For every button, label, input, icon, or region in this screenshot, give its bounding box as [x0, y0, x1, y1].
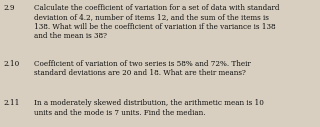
- Text: 2.10: 2.10: [4, 60, 20, 68]
- Text: 2.11: 2.11: [4, 99, 20, 107]
- Text: Coefficient of variation of two series is 58% and 72%. Their
standard deviations: Coefficient of variation of two series i…: [34, 60, 250, 77]
- Text: 2.9: 2.9: [4, 4, 15, 12]
- Text: Calculate the coefficient of variation for a set of data with standard
deviation: Calculate the coefficient of variation f…: [34, 4, 279, 40]
- Text: In a moderately skewed distribution, the arithmetic mean is 10
units and the mod: In a moderately skewed distribution, the…: [34, 99, 263, 117]
